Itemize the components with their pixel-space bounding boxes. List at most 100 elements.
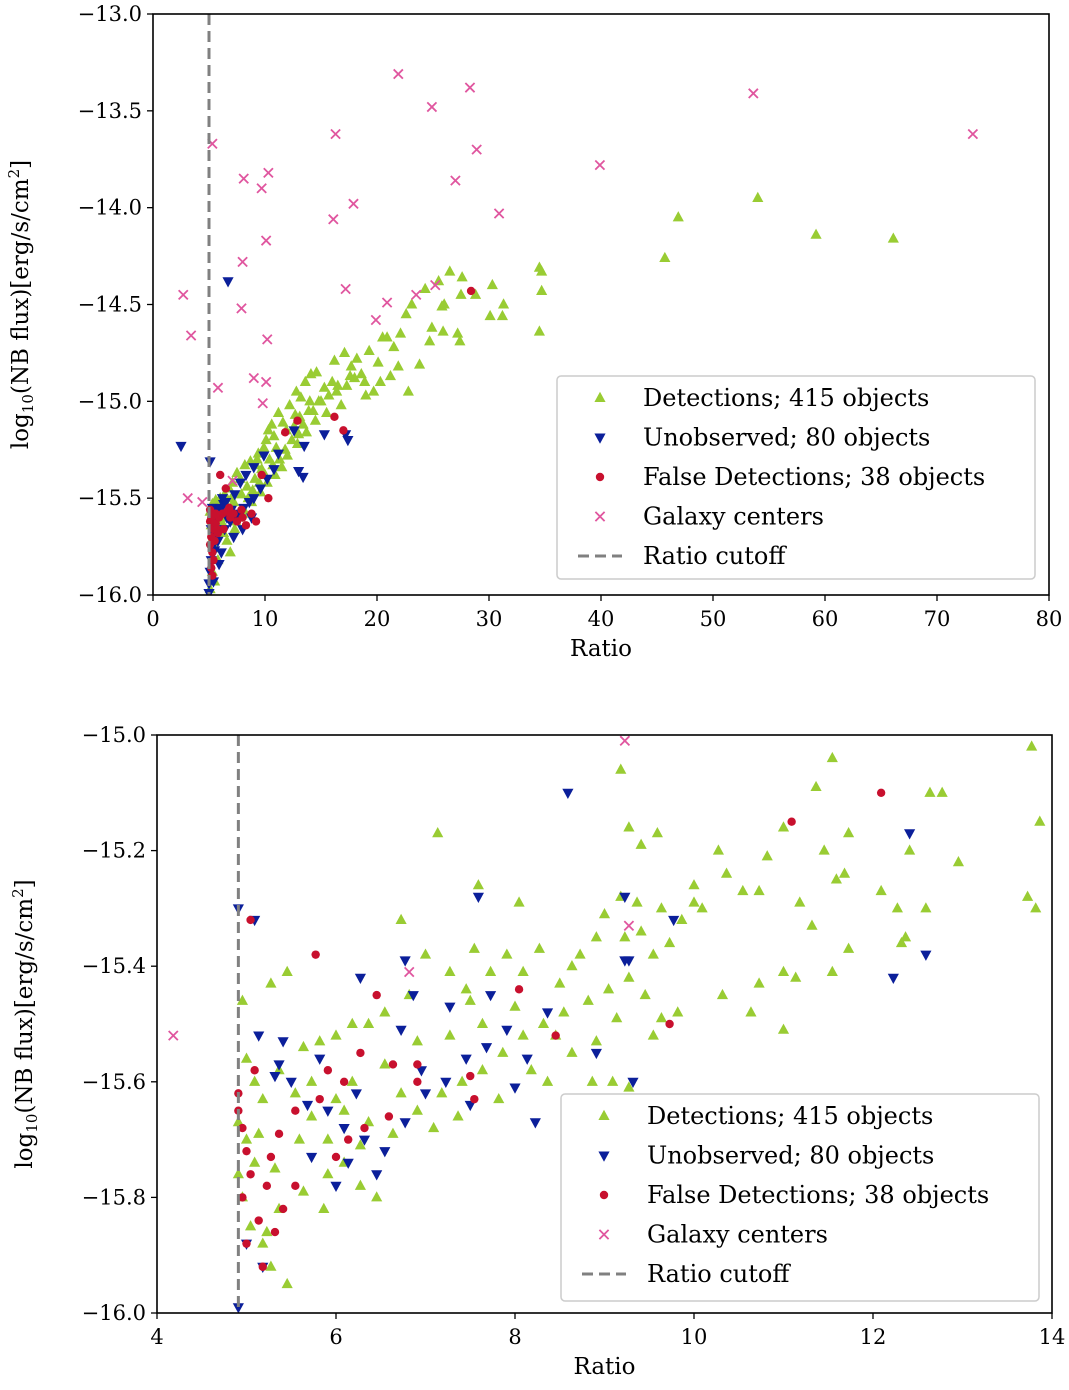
detection-marker xyxy=(920,902,932,913)
false-detection-marker xyxy=(221,484,230,493)
detection-marker xyxy=(485,965,497,977)
false-detection-marker xyxy=(470,1094,479,1104)
x-tick-label: 0 xyxy=(146,607,159,631)
unobserved-marker xyxy=(254,484,267,495)
detection-marker xyxy=(647,948,659,959)
detection-marker xyxy=(338,346,351,357)
detection-marker xyxy=(322,1168,334,1179)
detection-marker xyxy=(297,1040,310,1052)
detection-marker xyxy=(476,1064,489,1075)
detection-marker xyxy=(436,1087,448,1098)
detection-marker xyxy=(745,1006,757,1017)
detection-marker xyxy=(826,751,838,763)
unobserved-marker xyxy=(240,470,252,482)
detection-marker xyxy=(355,368,367,379)
y-tick-label: −15.0 xyxy=(82,723,146,747)
galaxy-center-marker xyxy=(237,256,248,268)
detection-marker xyxy=(251,453,263,464)
detection-marker xyxy=(354,1139,366,1150)
detection-marker xyxy=(676,913,688,924)
legend-label: Galaxy centers xyxy=(647,1221,828,1249)
detection-marker xyxy=(411,1035,423,1046)
false-detection-marker xyxy=(339,1077,349,1087)
unobserved-marker xyxy=(460,1054,472,1065)
detection-marker xyxy=(452,1110,464,1121)
detection-marker xyxy=(517,965,529,977)
detection-marker xyxy=(232,1168,244,1179)
y-axis-label: log10(NB flux)[erg/s/cm2] xyxy=(9,879,41,1168)
galaxy-center-marker xyxy=(967,128,979,140)
galaxy-center-marker xyxy=(168,1030,179,1041)
x-tick-label: 10 xyxy=(681,1325,708,1349)
x-tick-label: 80 xyxy=(1036,607,1063,631)
detection-marker xyxy=(655,1012,668,1023)
detection-marker xyxy=(314,1035,326,1046)
false-detection-marker xyxy=(262,1181,272,1191)
detection-marker xyxy=(277,416,289,427)
galaxy-center-marker xyxy=(236,303,247,314)
detection-marker xyxy=(428,1121,440,1133)
unobserved-marker xyxy=(529,1118,541,1129)
x-tick-label: 4 xyxy=(150,1325,163,1349)
unobserved-marker xyxy=(207,577,220,588)
detection-marker xyxy=(281,965,293,977)
detection-marker xyxy=(419,282,431,294)
unobserved-marker xyxy=(277,1037,289,1048)
detection-marker xyxy=(229,522,241,534)
detection-marker xyxy=(688,896,700,907)
detection-marker xyxy=(305,368,317,379)
detection-marker xyxy=(297,1185,310,1196)
detection-marker xyxy=(647,1029,659,1040)
false-detection-marker xyxy=(270,1227,280,1237)
y-tick-label: −16.0 xyxy=(78,583,142,607)
detection-marker xyxy=(290,385,302,396)
detection-marker xyxy=(468,942,480,953)
detection-marker xyxy=(371,1191,383,1202)
detection-marker xyxy=(761,850,773,861)
x-tick-label: 70 xyxy=(924,607,951,631)
detection-marker xyxy=(1026,740,1038,751)
false-detection-marker xyxy=(254,1216,263,1225)
unobserved-marker xyxy=(350,1089,362,1100)
detection-marker xyxy=(332,379,344,390)
detection-marker xyxy=(843,827,855,838)
legend-label: Detections; 415 objects xyxy=(643,384,929,412)
unobserved-marker xyxy=(342,436,354,447)
detection-marker xyxy=(221,534,233,545)
y-tick-label: −15.2 xyxy=(82,839,146,863)
detection-marker xyxy=(639,988,651,1000)
detection-marker xyxy=(321,406,333,417)
detection-marker xyxy=(810,228,822,239)
detection-marker xyxy=(517,1029,529,1040)
detection-marker xyxy=(472,879,484,890)
false-detection-marker xyxy=(413,1060,422,1069)
unobserved-marker xyxy=(415,1066,428,1077)
unobserved-marker xyxy=(379,1147,391,1158)
detection-marker xyxy=(904,844,916,855)
detection-marker xyxy=(381,331,393,342)
unobserved-marker xyxy=(472,892,484,904)
detection-marker xyxy=(635,925,647,936)
unobserved-marker xyxy=(354,973,366,984)
false-detection-marker xyxy=(211,509,220,518)
detection-marker xyxy=(509,1000,521,1011)
false-detection-marker-legend xyxy=(595,472,605,482)
false-detection-marker xyxy=(210,536,219,545)
detection-marker xyxy=(413,358,426,369)
unobserved-marker xyxy=(298,441,310,453)
galaxy-center-marker xyxy=(260,376,272,388)
detection-marker xyxy=(525,1064,537,1075)
false-detection-marker xyxy=(344,1135,353,1144)
legend: Detections; 415 objects Unobserved; 80 ob… xyxy=(560,1093,1040,1302)
detection-marker xyxy=(335,399,347,410)
false-detection-marker xyxy=(356,1048,365,1058)
false-detection-marker xyxy=(876,788,886,797)
false-detection-marker xyxy=(278,1204,288,1214)
detection-marker xyxy=(341,379,353,390)
galaxy-center-marker xyxy=(403,966,415,978)
detection-marker xyxy=(887,232,899,243)
detection-marker-legend xyxy=(598,1109,610,1121)
galaxy-center-marker xyxy=(430,279,441,291)
detection-marker xyxy=(368,385,380,396)
unobserved-marker xyxy=(234,478,246,489)
